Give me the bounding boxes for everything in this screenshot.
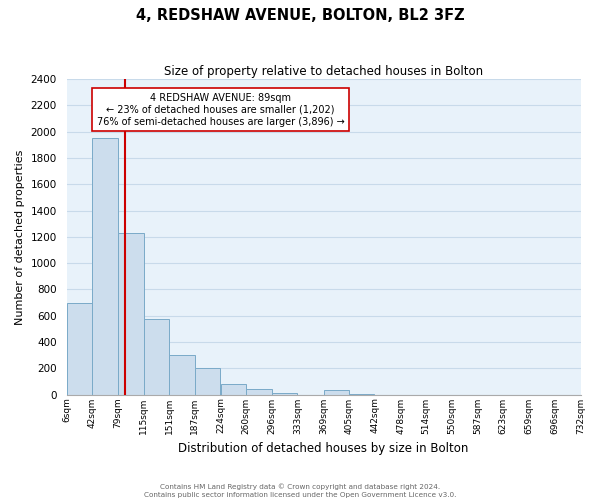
Text: Contains HM Land Registry data © Crown copyright and database right 2024.
Contai: Contains HM Land Registry data © Crown c…: [144, 484, 456, 498]
Bar: [169, 355, 194, 395]
Bar: [247, 388, 272, 394]
Text: 4 REDSHAW AVENUE: 89sqm
← 23% of detached houses are smaller (1,202)
76% of semi: 4 REDSHAW AVENUE: 89sqm ← 23% of detache…: [97, 94, 344, 126]
Text: 4, REDSHAW AVENUE, BOLTON, BL2 3FZ: 4, REDSHAW AVENUE, BOLTON, BL2 3FZ: [136, 8, 464, 22]
Bar: [272, 393, 298, 394]
Y-axis label: Number of detached properties: Number of detached properties: [15, 149, 25, 324]
Bar: [118, 233, 143, 394]
Bar: [92, 138, 118, 394]
X-axis label: Distribution of detached houses by size in Bolton: Distribution of detached houses by size …: [178, 442, 469, 455]
Bar: [323, 390, 349, 394]
Bar: [67, 302, 92, 394]
Bar: [143, 319, 169, 394]
Title: Size of property relative to detached houses in Bolton: Size of property relative to detached ho…: [164, 65, 483, 78]
Bar: [194, 368, 220, 394]
Bar: [221, 384, 247, 394]
